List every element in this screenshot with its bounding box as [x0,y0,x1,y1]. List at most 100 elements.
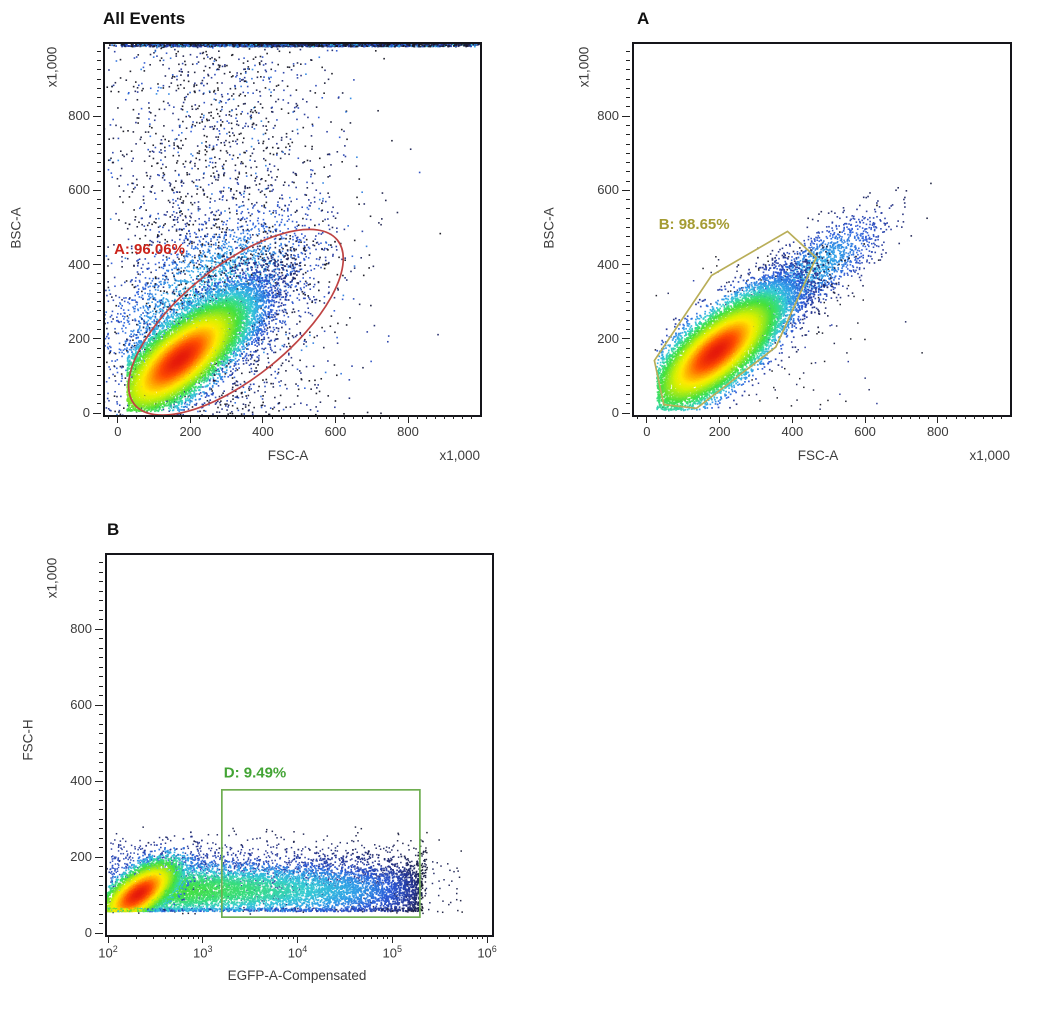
x-axis-tick [259,935,261,939]
y-axis-tick [626,217,630,219]
y-axis-tick [99,799,103,801]
y-axis-tick [93,338,101,340]
x-tick-label: 600 [324,424,347,439]
y-axis-tick [626,403,630,405]
y-axis-tick [626,310,630,312]
x-axis-tick [719,415,721,423]
x-axis-tick [289,415,291,419]
x-axis-tick [470,415,472,419]
x-axis-tick [353,415,355,419]
x-axis-tick [482,935,484,939]
x-axis-tick [298,415,300,419]
x-tick-label: 400 [781,424,804,439]
y-axis-tick [626,143,630,145]
x-tick-label: 102 [98,944,118,961]
y-axis-tick [97,50,101,52]
y-axis-tick [626,124,630,126]
y-axis-tick [622,264,630,266]
x-tick-label: 0 [114,424,122,439]
y-axis-tick [626,384,630,386]
x-axis-tick [682,415,684,419]
y-tick-label: 600 [68,182,90,198]
y-tick-label: 0 [84,925,92,940]
gate-rect[interactable] [220,788,421,918]
x-tick-label: 103 [193,944,213,961]
x-axis-tick [407,415,409,423]
x-axis-tick [363,935,365,939]
x-axis-tick [108,415,110,419]
x-axis-tick [855,415,857,419]
x-axis-tick [900,415,902,419]
y-axis-tick [97,356,101,358]
x-axis-tick [873,415,875,419]
x-axis-label: FSC-A [797,448,839,463]
gate-overlay: D: 9.49% [220,764,421,918]
x-axis-tick [181,935,183,939]
x-tick-label: 200 [708,424,731,439]
y-tick-label: 400 [70,773,92,788]
x-axis-tick [152,935,154,939]
x-axis-tick [437,935,439,939]
y-axis-tick [626,60,630,62]
y-axis-tick [99,837,103,839]
x-axis-tick [226,415,228,419]
y-axis-tick [97,273,101,275]
y-axis-tick [626,282,630,284]
x-axis-tick [187,935,189,939]
x-axis-tick [477,935,479,939]
y-axis-tick [99,562,103,563]
x-axis-tick [691,415,693,419]
y-axis-tick [626,393,630,395]
density-scatter-canvas[interactable] [634,44,1010,415]
y-axis-tick [97,375,101,377]
x-axis-tick [486,935,488,943]
x-axis-tick [964,415,966,419]
y-axis-tick [99,904,103,905]
y-axis-tick [99,818,103,820]
y-axis-tick [99,600,103,601]
y-axis-tick [97,310,101,312]
x-axis-tick [382,935,384,939]
x-tick-label: 106 [477,944,497,961]
x-axis-tick [344,415,346,419]
gate-label: D: 9.49% [224,764,287,781]
x-axis-tick [819,415,821,419]
y-axis-tick [99,685,103,687]
y-axis-tick [97,347,101,349]
y-axis-tick [95,780,103,782]
x-tick-label: 104 [287,944,308,961]
y-axis-tick [99,771,103,772]
x-axis-tick [910,415,912,419]
y-axis-tick [626,180,630,182]
gate-ellipse[interactable] [105,197,372,415]
x-axis-tick [937,415,939,423]
y-axis-tick [626,236,630,238]
gate-overlay: A: 96.06% [105,197,372,415]
x-axis-tick [262,415,264,423]
y-tick-label: 0 [82,405,90,420]
y-axis-tick [99,885,103,886]
plot-area: B: 98.65% [632,42,1012,417]
density-scatter-canvas[interactable] [105,44,480,415]
y-axis-tick [626,291,630,293]
x-axis-tick [728,415,730,419]
x-axis-tick [991,415,993,419]
x-axis-tick [230,935,232,939]
y-axis-tick [626,254,630,256]
x-axis-tick [655,415,657,419]
x-axis-tick [810,415,812,419]
x-axis-tick [135,415,137,419]
y-tick-label: 800 [68,108,90,124]
y-axis-tick [97,60,101,62]
x-axis-tick [107,935,109,943]
x-axis-tick [193,935,195,939]
density-scatter-canvas[interactable] [107,555,492,935]
x-axis-tick [316,415,318,419]
y-axis-tick [622,412,630,414]
gate-polygon[interactable] [653,230,818,410]
x-axis-tick [117,415,119,423]
y-axis-tick [626,50,630,52]
y-axis-tick [97,291,101,293]
y-axis-tick [626,366,630,368]
